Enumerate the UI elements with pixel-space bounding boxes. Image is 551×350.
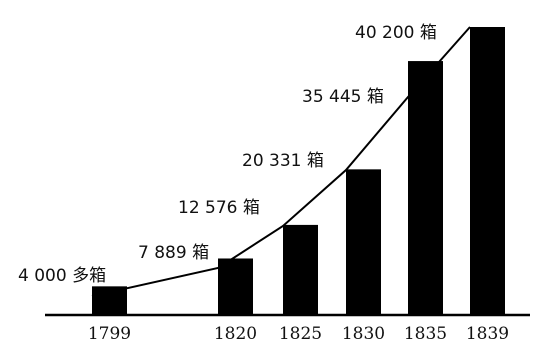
bar-1820 xyxy=(218,258,253,315)
bar-1830 xyxy=(346,169,381,315)
x-tick-label-1799: 1799 xyxy=(88,324,131,344)
bar-1835 xyxy=(408,61,443,315)
x-tick-label-1839: 1839 xyxy=(466,324,509,344)
bar-1799 xyxy=(92,286,127,315)
data-label-1825: 12 576 箱 xyxy=(178,198,260,218)
x-tick-label-1820: 1820 xyxy=(214,324,257,344)
x-tick-label-1835: 1835 xyxy=(404,324,447,344)
tick-labels-layer: 1799 1820 1825 1830 1835 1839 xyxy=(88,324,509,344)
data-label-1835: 35 445 箱 xyxy=(302,87,384,107)
x-tick-label-1830: 1830 xyxy=(342,324,385,344)
bar-1839 xyxy=(470,27,505,315)
bars-layer xyxy=(92,27,505,315)
trend-line xyxy=(91,26,471,297)
data-label-1839: 40 200 箱 xyxy=(355,23,437,43)
data-label-1799: 4 000 多箱 xyxy=(18,266,106,286)
x-tick-label-1825: 1825 xyxy=(279,324,322,344)
data-labels-layer: 4 000 多箱 7 889 箱 12 576 箱 20 331 箱 35 445 箱 4… xyxy=(18,23,437,286)
data-label-1820: 7 889 箱 xyxy=(138,243,209,263)
data-label-1830: 20 331 箱 xyxy=(242,151,324,171)
bar-1825 xyxy=(283,224,318,315)
